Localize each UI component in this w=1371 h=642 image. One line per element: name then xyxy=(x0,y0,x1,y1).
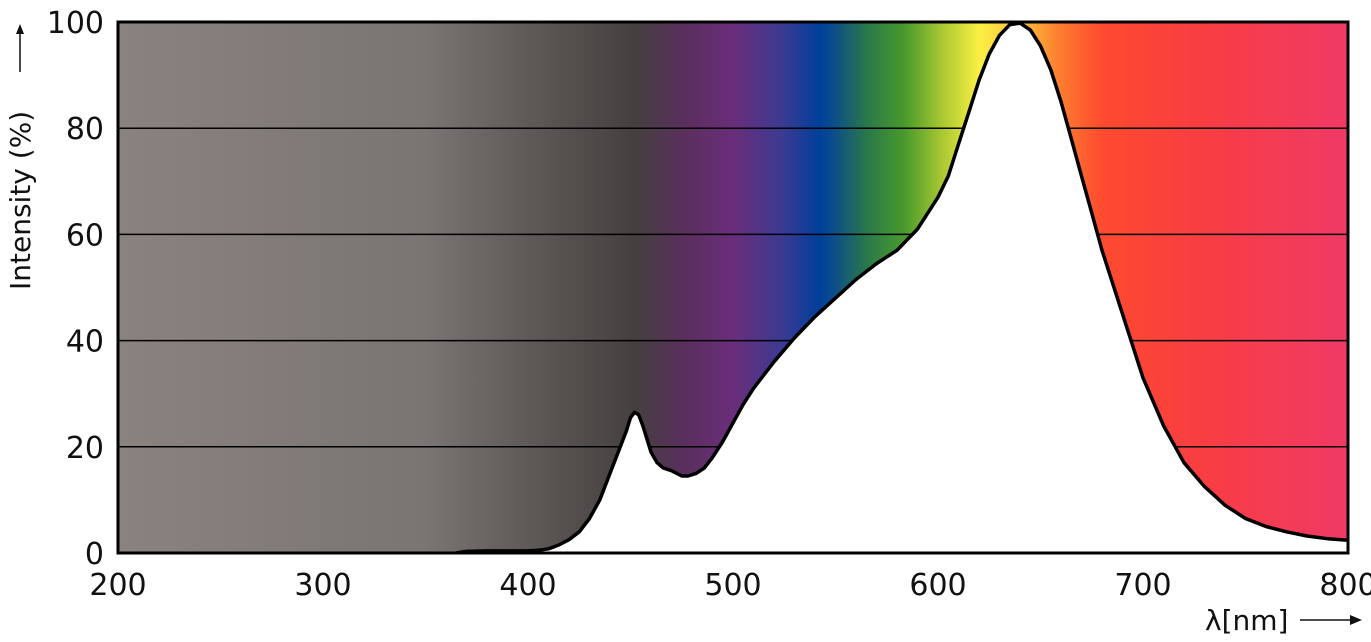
y-axis-ticks: 0 20 40 60 80 100 xyxy=(47,6,104,572)
y-tick-label: 0 xyxy=(85,537,104,572)
y-axis-arrowhead xyxy=(16,24,24,34)
y-tick-label: 100 xyxy=(47,6,104,41)
y-axis-title: Intensity (%) xyxy=(4,111,37,290)
plot-frame xyxy=(116,20,1350,555)
x-axis-arrowhead xyxy=(1350,615,1362,625)
y-tick-label: 60 xyxy=(66,218,104,253)
y-tick-label: 20 xyxy=(66,431,104,466)
x-tick-label: 300 xyxy=(294,568,351,603)
y-axis-title-group: Intensity (%) xyxy=(4,24,37,290)
x-tick-label: 700 xyxy=(1114,568,1171,603)
y-tick-label: 80 xyxy=(66,112,104,147)
x-axis-ticks: 200 300 400 500 600 700 800 xyxy=(89,568,1371,603)
x-tick-label: 400 xyxy=(499,568,556,603)
spectrum-curve xyxy=(456,22,1348,553)
x-axis-title: λ[nm] xyxy=(1205,604,1288,637)
x-tick-label: 600 xyxy=(909,568,966,603)
spectrum-area-fill xyxy=(456,23,1348,553)
x-axis-title-group: λ[nm] xyxy=(1205,604,1362,637)
y-tick-label: 40 xyxy=(66,325,104,360)
x-tick-label: 200 xyxy=(89,568,146,603)
x-tick-label: 800 xyxy=(1319,568,1371,603)
x-tick-label: 500 xyxy=(704,568,761,603)
